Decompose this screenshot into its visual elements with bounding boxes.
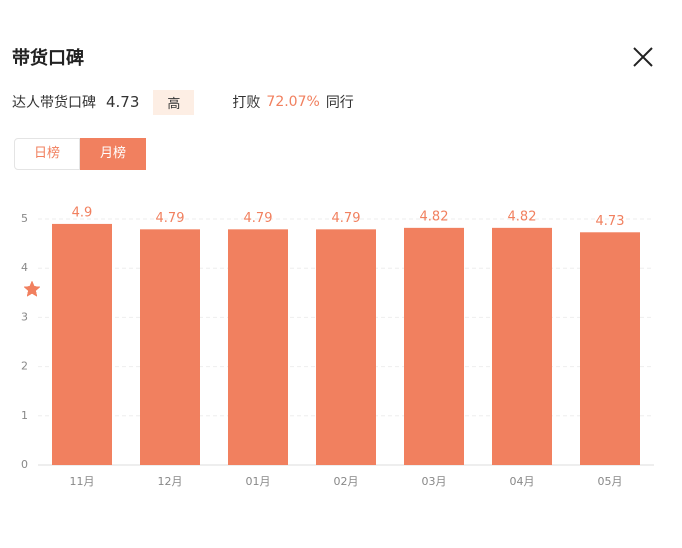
- x-tick-label: 01月: [246, 475, 271, 488]
- chart: 0 1 2 3 4 5 11月 4.9 12月 4.79 01月 4.79 02月 4.79 03月 4.82…: [21, 205, 654, 488]
- x-tick-label: 05月: [598, 475, 623, 488]
- tabs: 日榜 月榜: [14, 138, 146, 170]
- bar: [316, 229, 376, 465]
- x-tick-label: 11月: [70, 475, 95, 488]
- bar: [580, 232, 640, 465]
- value-label: 4.82: [508, 209, 537, 224]
- rating-row: 达人带货口碑 4.73 高 打败 72.07% 同行: [12, 89, 354, 297]
- y-tick-label: 4: [21, 261, 28, 274]
- close-button[interactable]: [630, 44, 656, 70]
- value-label: 4.79: [156, 211, 185, 226]
- bar: [140, 229, 200, 465]
- title: 带货口碑: [12, 48, 84, 69]
- value-label: 4.82: [420, 209, 449, 224]
- value-label: 4.73: [596, 214, 625, 229]
- x-tick-label: 04月: [510, 475, 535, 488]
- beat-value: 72.07%: [266, 94, 320, 110]
- rating-level: 高: [153, 89, 195, 115]
- rating-label: 达人带货口碑: [12, 95, 96, 111]
- bar: [492, 227, 552, 465]
- value-label: 4.9: [72, 205, 93, 220]
- y-tick-label: 0: [21, 458, 28, 471]
- value-label: 4.79: [332, 211, 361, 226]
- x-tick-label: 02月: [334, 475, 359, 488]
- beat-prefix: 打败: [232, 95, 261, 111]
- bar: [228, 229, 288, 465]
- beat-suffix: 同行: [325, 95, 354, 111]
- y-tick-label: 3: [21, 310, 28, 323]
- x-tick-label: 03月: [422, 475, 447, 488]
- y-tick-label: 5: [21, 212, 28, 225]
- bar: [52, 223, 112, 465]
- y-tick-label: 1: [21, 409, 28, 422]
- tab[interactable]: 日榜: [14, 138, 80, 170]
- y-tick-label: 2: [21, 360, 28, 373]
- tab[interactable]: 月榜: [80, 138, 146, 170]
- rating-score: 4.73: [106, 93, 140, 111]
- star: [23, 280, 41, 297]
- value-label: 4.79: [244, 211, 273, 226]
- x-tick-label: 12月: [158, 475, 183, 488]
- bar: [404, 227, 464, 465]
